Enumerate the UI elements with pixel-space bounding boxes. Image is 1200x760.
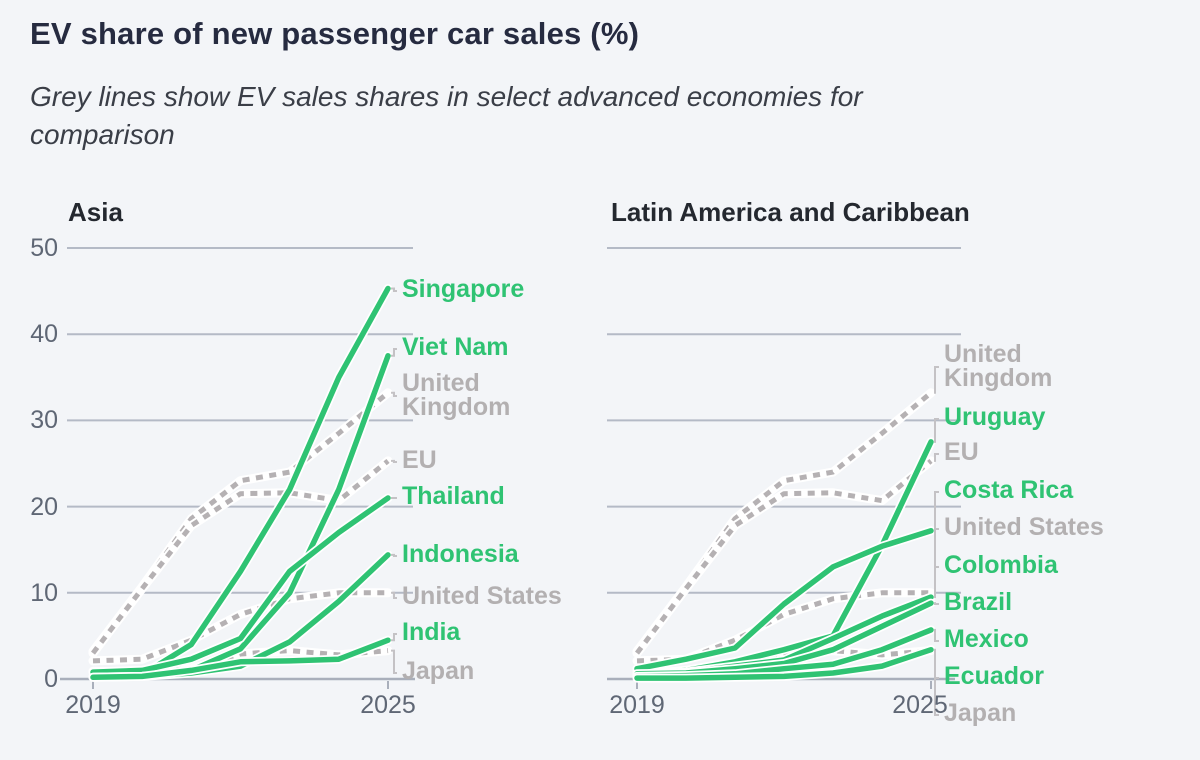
series-label-uruguay: Uruguay xyxy=(944,403,1046,431)
label-connector-united-kingdom xyxy=(391,391,397,397)
series-label-eu: EU xyxy=(944,438,979,466)
series-label-united-states: United States xyxy=(944,513,1104,541)
series-label-india: India xyxy=(402,618,461,646)
y-tick-label-50: 50 xyxy=(30,234,58,262)
series-label-costa-rica: Costa Rica xyxy=(944,476,1074,504)
line-india xyxy=(90,637,391,681)
y-tick-label-30: 30 xyxy=(30,406,58,435)
series-label-ecuador: Ecuador xyxy=(944,662,1045,690)
y-tick-label-0: 0 xyxy=(44,665,58,693)
series-label-japan: Japan xyxy=(944,699,1017,727)
label-connector-colombia xyxy=(934,566,939,599)
line-united-states xyxy=(92,590,388,664)
label-connector-brazil xyxy=(934,602,939,605)
label-connector-japan xyxy=(391,649,397,674)
line-eu xyxy=(91,458,390,655)
line-united-states xyxy=(636,590,931,664)
label-connector-united-states xyxy=(391,591,397,599)
subtitle-line-1: Grey lines show EV sales shares in selec… xyxy=(30,81,863,112)
label-connector-india xyxy=(391,633,397,642)
label-connector-singapore xyxy=(391,287,397,292)
series-label-united-kingdom: United Kingdom xyxy=(944,340,1053,392)
panel-header-latin-america: Latin America and Caribbean xyxy=(611,197,970,227)
y-tick-label-20: 20 xyxy=(30,492,58,521)
line-viet-nam xyxy=(90,353,391,681)
line-eu xyxy=(635,458,933,655)
series-label-singapore: Singapore xyxy=(402,275,525,303)
series-label-united-kingdom: United Kingdom xyxy=(402,369,511,421)
line-casing-eu xyxy=(88,456,393,658)
y-tick-label-10: 10 xyxy=(30,578,58,607)
series-label-eu: EU xyxy=(402,446,437,474)
label-connector-costa-rica xyxy=(934,491,939,532)
label-connector-japan xyxy=(934,649,939,716)
line-costa-rica xyxy=(634,527,934,672)
x-tick-label-2025-panel-1: 2025 xyxy=(892,691,948,719)
line-thailand xyxy=(90,495,391,675)
label-connector-mexico xyxy=(934,628,939,642)
label-connector-indonesia xyxy=(391,553,397,557)
panel-header-asia: Asia xyxy=(68,197,123,227)
series-label-mexico: Mexico xyxy=(944,625,1029,653)
page-title: EV share of new passenger car sales (%) xyxy=(30,16,640,51)
series-label-japan: Japan xyxy=(402,657,475,685)
x-tick-label-2019-panel-1: 2019 xyxy=(609,691,665,719)
y-tick-label-40: 40 xyxy=(30,320,58,349)
x-tick-label-2019-panel-0: 2019 xyxy=(65,691,121,719)
series-label-brazil: Brazil xyxy=(944,588,1013,616)
label-connector-united-kingdom xyxy=(934,366,939,394)
line-casing-viet-nam xyxy=(88,351,393,682)
label-connector-eu xyxy=(391,459,397,463)
series-label-united-states: United States xyxy=(402,582,562,610)
line-ecuador xyxy=(634,646,934,681)
series-label-thailand: Thailand xyxy=(402,482,505,510)
subtitle-line-2: comparison xyxy=(30,119,175,150)
label-connector-eu xyxy=(934,453,939,462)
series-label-indonesia: Indonesia xyxy=(402,540,519,568)
label-connector-uruguay xyxy=(934,418,939,443)
series-label-viet-nam: Viet Nam xyxy=(402,333,509,361)
chart-subtitle: Grey lines show EV sales shares in selec… xyxy=(30,78,863,154)
label-connector-viet-nam xyxy=(391,348,397,357)
x-tick-label-2025-panel-0: 2025 xyxy=(360,691,416,719)
series-label-colombia: Colombia xyxy=(944,551,1058,579)
